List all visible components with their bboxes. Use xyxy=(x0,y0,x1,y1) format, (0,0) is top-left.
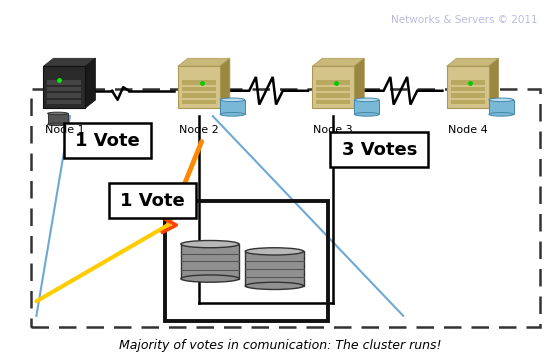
Ellipse shape xyxy=(220,113,245,116)
Text: Node 4: Node 4 xyxy=(448,125,487,135)
Ellipse shape xyxy=(181,240,239,248)
Bar xyxy=(47,100,82,105)
Text: Node 1: Node 1 xyxy=(45,125,84,135)
Text: Node 2: Node 2 xyxy=(179,125,218,135)
Bar xyxy=(220,100,245,114)
Polygon shape xyxy=(178,58,230,66)
Bar xyxy=(48,113,68,124)
Bar xyxy=(44,66,85,108)
Polygon shape xyxy=(85,58,95,108)
Bar xyxy=(181,93,216,98)
Bar xyxy=(31,89,540,327)
Text: 1 Vote: 1 Vote xyxy=(76,132,140,150)
Ellipse shape xyxy=(181,275,239,282)
Bar xyxy=(47,81,82,85)
Text: 3 Votes: 3 Votes xyxy=(342,141,417,159)
Ellipse shape xyxy=(48,112,68,115)
Ellipse shape xyxy=(489,98,514,102)
Bar xyxy=(446,66,488,108)
Ellipse shape xyxy=(245,248,304,255)
Bar xyxy=(181,244,239,279)
Bar xyxy=(316,93,351,98)
Bar xyxy=(178,66,220,108)
Bar xyxy=(330,132,428,167)
Bar xyxy=(245,251,304,286)
Bar xyxy=(489,100,514,114)
Ellipse shape xyxy=(489,113,514,116)
Bar xyxy=(64,123,151,158)
Bar xyxy=(47,87,82,91)
Ellipse shape xyxy=(220,98,245,102)
Polygon shape xyxy=(354,58,364,108)
Bar xyxy=(450,87,484,91)
Polygon shape xyxy=(220,58,230,108)
Bar xyxy=(316,81,351,85)
Polygon shape xyxy=(488,58,498,108)
Bar xyxy=(450,81,484,85)
Ellipse shape xyxy=(48,123,68,126)
Bar xyxy=(181,100,216,105)
Ellipse shape xyxy=(354,113,379,116)
Polygon shape xyxy=(312,58,364,66)
Text: Node 3: Node 3 xyxy=(314,125,353,135)
Bar xyxy=(312,66,354,108)
Bar xyxy=(354,100,379,114)
Ellipse shape xyxy=(354,98,379,102)
Bar xyxy=(181,87,216,91)
Bar xyxy=(181,81,216,85)
Bar xyxy=(450,93,484,98)
Text: Networks & Servers © 2011: Networks & Servers © 2011 xyxy=(391,15,538,25)
Text: 1 Vote: 1 Vote xyxy=(120,192,185,209)
Ellipse shape xyxy=(245,282,304,290)
Bar xyxy=(47,93,82,98)
Polygon shape xyxy=(44,58,95,66)
Text: Majority of votes in comunication: The cluster runs!: Majority of votes in comunication: The c… xyxy=(119,339,441,352)
Bar xyxy=(165,201,328,321)
Bar xyxy=(316,87,351,91)
Bar xyxy=(316,100,351,105)
Polygon shape xyxy=(446,58,498,66)
Bar xyxy=(450,100,484,105)
Bar xyxy=(109,183,196,218)
